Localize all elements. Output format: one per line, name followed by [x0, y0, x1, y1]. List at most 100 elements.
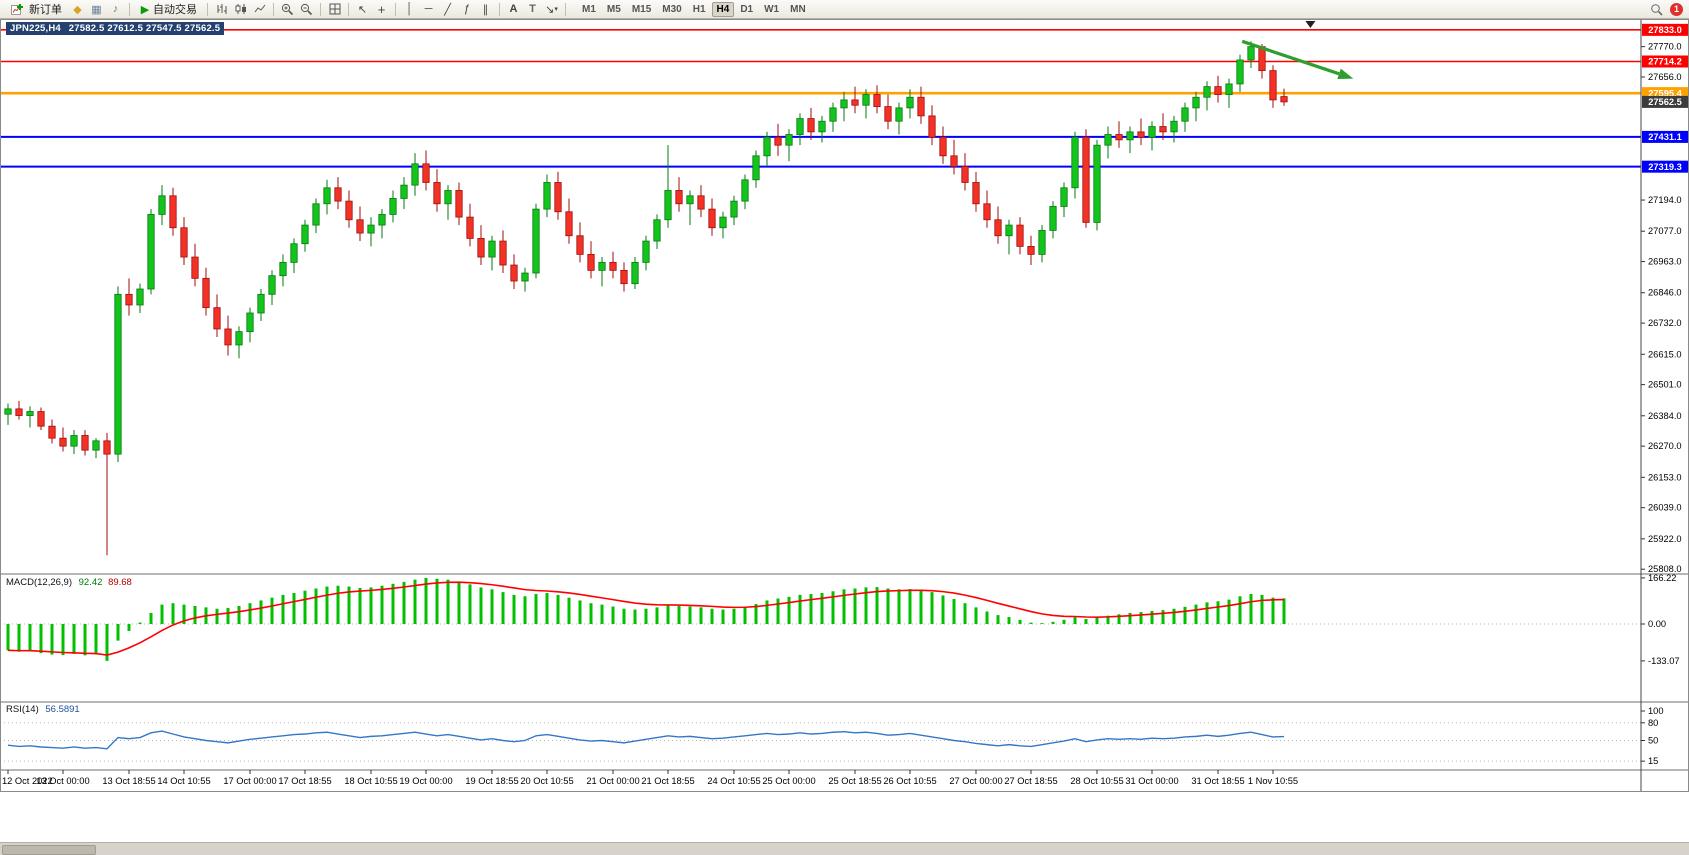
- candle-body: [301, 224, 309, 245]
- cursor-icon[interactable]: ↖: [357, 3, 368, 16]
- timeframe-w1[interactable]: W1: [764, 3, 780, 15]
- candle-body: [521, 272, 529, 282]
- arrows-tool-icon[interactable]: ↘ ▾: [545, 3, 558, 16]
- toolbar-separator: [320, 2, 321, 16]
- text-icon[interactable]: A: [509, 3, 518, 15]
- notification-badge[interactable]: 1: [1670, 2, 1683, 16]
- candle-body: [411, 163, 419, 186]
- candle-body: [422, 163, 430, 183]
- symbol-period-label: JPN225,H4: [10, 23, 61, 34]
- bar-chart-mode-icon[interactable]: [213, 1, 230, 17]
- macd-axis-label: 0.00: [1648, 619, 1666, 629]
- candle-body: [785, 134, 793, 146]
- candle-body: [554, 182, 562, 213]
- channel-icon[interactable]: ∥: [482, 3, 489, 16]
- chart-canvas[interactable]: 27770.0 27656.0 27194.0 27077.0 26963.0 26846…: [0, 0, 1689, 793]
- search-icon[interactable]: [1648, 1, 1665, 17]
- ohlc-values: 27582.5 27612.5 27547.5 27562.5: [68, 23, 221, 34]
- autotrading-label: 自动交易: [153, 4, 197, 16]
- candle-body: [576, 235, 584, 255]
- toolbar-separator: [207, 2, 208, 16]
- rsi-value: 56.5891: [45, 704, 80, 715]
- x-axis-label: 31 Oct 00:00: [1125, 776, 1178, 786]
- trend-arrow-head[interactable]: [1337, 68, 1354, 80]
- candle-body: [488, 240, 496, 258]
- candle-body: [609, 261, 617, 271]
- price-tag-27714.2: 27714.2: [1648, 57, 1682, 67]
- horizontal-line-icon[interactable]: ─: [424, 3, 433, 15]
- y-axis-label: 26270.0: [1648, 441, 1682, 451]
- vertical-line-icon[interactable]: │: [406, 3, 413, 15]
- y-axis-label: 25922.0: [1648, 534, 1682, 544]
- candle-body: [620, 269, 628, 285]
- toolbar-right-group: 1: [1648, 1, 1685, 17]
- timeframe-m15[interactable]: M15: [631, 3, 652, 15]
- candle-body: [1126, 131, 1134, 141]
- candle-body: [290, 243, 298, 263]
- price-tag-27431.1-bg: [1642, 130, 1688, 143]
- candle-body: [378, 214, 386, 226]
- candle-body: [433, 182, 441, 205]
- candle-body: [1236, 59, 1244, 85]
- x-axis-label: 14 Oct 10:55: [157, 776, 210, 786]
- zoom-out-icon[interactable]: [298, 1, 315, 17]
- candle-body: [796, 118, 804, 135]
- candle-body: [1115, 134, 1123, 141]
- trend-arrow-line[interactable]: [1241, 39, 1340, 76]
- candle-body: [1104, 134, 1112, 146]
- trendline-icon[interactable]: ╱: [444, 3, 451, 16]
- toolbar-separator: [129, 2, 130, 16]
- y-axis-label: 26384.0: [1648, 411, 1682, 421]
- x-axis-label: 13 Oct 00:00: [36, 776, 89, 786]
- x-axis-label: 21 Oct 18:55: [641, 776, 694, 786]
- sound-icon[interactable]: ♪: [112, 3, 119, 15]
- x-axis-label: 20 Oct 10:55: [520, 776, 573, 786]
- toolbar-separator: [348, 2, 349, 16]
- horizontal-scrollbar[interactable]: [0, 842, 1689, 855]
- candle-body: [510, 264, 518, 282]
- candle-body: [224, 328, 232, 346]
- timeframe-h1[interactable]: H1: [692, 3, 706, 15]
- candle-body: [719, 216, 727, 229]
- candle-chart-mode-icon[interactable]: [232, 1, 249, 17]
- timeframe-m5[interactable]: M5: [606, 3, 621, 15]
- candle-body: [774, 136, 782, 146]
- candle-body: [1148, 126, 1156, 138]
- toolbar-separator: [273, 2, 274, 16]
- timeframe-h4[interactable]: H4: [711, 1, 735, 17]
- text-label-icon[interactable]: T: [529, 3, 536, 15]
- tile-windows-icon[interactable]: [326, 1, 343, 17]
- timeframe-m1[interactable]: M1: [582, 3, 596, 15]
- candle-body: [818, 120, 826, 133]
- new-order-button[interactable]: 新订单: [4, 0, 67, 18]
- candle-body: [983, 203, 991, 221]
- candle-body: [598, 261, 606, 271]
- timeframe-mn[interactable]: MN: [790, 3, 806, 15]
- candle-body: [884, 106, 892, 122]
- rsi-axis-label: 80: [1648, 718, 1658, 728]
- timeframe-d1[interactable]: D1: [740, 3, 754, 15]
- macd-axis-label: -133.07: [1648, 656, 1680, 666]
- autotrading-button[interactable]: ▶ 自动交易: [135, 0, 202, 18]
- current-price-tag: 27562.5: [1648, 97, 1682, 107]
- crosshair-icon[interactable]: +: [377, 1, 386, 17]
- scrollbar-thumb[interactable]: [2, 845, 96, 855]
- line-chart-mode-icon[interactable]: [251, 1, 268, 17]
- price-tag-27431.1: 27431.1: [1648, 132, 1682, 142]
- fibonacci-icon[interactable]: ƒ: [463, 3, 470, 15]
- zoom-in-icon[interactable]: [279, 1, 296, 17]
- candle-body: [587, 253, 595, 271]
- candle-body: [741, 179, 749, 202]
- candle-body: [235, 331, 243, 346]
- market-icon[interactable]: ◆: [73, 3, 82, 16]
- charts-grid-icon[interactable]: ▦: [91, 3, 102, 16]
- timeframe-group: M1 M5 M15 M30 H1 H4 D1 W1 MN: [577, 1, 811, 17]
- scroll-shift-marker[interactable]: [1305, 21, 1316, 28]
- timeframe-m30[interactable]: M30: [662, 3, 682, 15]
- macd-name: MACD(12,26,9): [6, 577, 72, 588]
- candle-body: [1203, 86, 1211, 98]
- candle-body: [862, 94, 870, 106]
- y-axis-label: 27656.0: [1648, 72, 1682, 82]
- rsi-indicator-label: RSI(14) 56.5891: [6, 704, 80, 715]
- candle-body: [26, 411, 34, 416]
